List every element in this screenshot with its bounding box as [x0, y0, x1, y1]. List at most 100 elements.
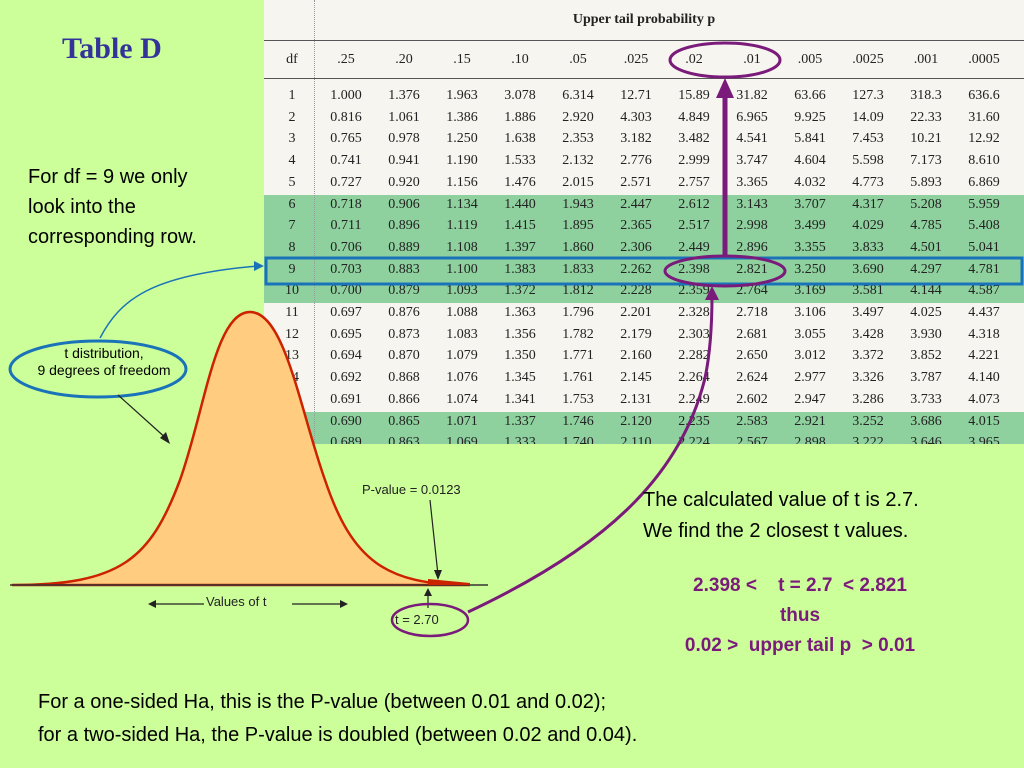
- table-cell: 4.785: [910, 218, 942, 234]
- df-divider: [314, 0, 315, 444]
- table-cell: 8.610: [968, 153, 1000, 169]
- df-cell: 11: [285, 305, 299, 320]
- table-cell: 0.697: [330, 305, 362, 320]
- top-rule: [264, 40, 1024, 41]
- table-cell: 4.781: [968, 261, 1000, 277]
- table-cell: 2.303: [678, 326, 710, 342]
- table-cell: 0.816: [330, 109, 362, 125]
- table-cell: 1.812: [562, 283, 594, 299]
- table-cell: 2.602: [736, 391, 768, 407]
- table-cell: 5.408: [968, 218, 1000, 234]
- t-dist-label: t distribution, 9 degrees of freedom: [14, 345, 194, 379]
- table-cell: 0.727: [330, 174, 362, 190]
- table-cell: 12.92: [968, 131, 1000, 147]
- table-cell: 127.3: [852, 88, 884, 103]
- table-cell: 2.160: [620, 348, 652, 364]
- table-cell: 2.132: [562, 153, 594, 169]
- table-cell: 0.692: [330, 370, 362, 386]
- table-cell: 3.833: [852, 239, 884, 255]
- table-cell: 0.703: [330, 261, 362, 277]
- table-cell: 2.449: [678, 239, 710, 255]
- column-header: .01: [743, 52, 761, 67]
- table-cell: 4.541: [736, 131, 768, 147]
- table-cell: 1.376: [388, 88, 420, 103]
- table-cell: 0.873: [388, 326, 420, 342]
- table-cell: 4.773: [852, 174, 884, 190]
- table-cell: 2.896: [736, 239, 768, 255]
- table-cell: 10.21: [910, 131, 942, 147]
- header-ellipse: [668, 41, 782, 79]
- p-value-arrowhead: [434, 570, 442, 580]
- t-dist-label-line-1: t distribution,: [64, 345, 144, 361]
- t-dist-label-line-2: 9 degrees of freedom: [37, 362, 171, 378]
- table-cell: 2.999: [678, 153, 710, 169]
- table-cell: 1.337: [504, 413, 536, 429]
- table-cell: 2.353: [562, 131, 594, 147]
- calc-text: The calculated value of t is 2.7. We fin…: [643, 485, 919, 547]
- table-cell: 9.925: [794, 109, 826, 125]
- table-cell: 4.032: [794, 174, 826, 190]
- left-arrowhead: [148, 600, 156, 608]
- table-cell: 3.355: [794, 239, 826, 255]
- table-cell: 0.865: [388, 413, 420, 429]
- note-arrowhead: [254, 261, 264, 271]
- table-cell: 0.718: [330, 196, 362, 212]
- table-cell: 0.694: [330, 348, 362, 364]
- table-cell: 4.317: [852, 196, 884, 212]
- table-cell: 31.60: [968, 109, 1000, 125]
- table-cell: 1.190: [446, 153, 478, 169]
- table-cell: 2.131: [620, 391, 652, 407]
- table-cell: 22.33: [910, 109, 942, 125]
- table-cell: 4.015: [968, 413, 1000, 429]
- table-cell: 4.140: [968, 370, 1000, 386]
- table-cell: 0.889: [388, 239, 420, 255]
- table-cell: 2.249: [678, 391, 710, 407]
- table-cell: 6.965: [736, 109, 768, 125]
- table-cell: 2.718: [736, 305, 768, 320]
- table-cell: 3.930: [910, 326, 942, 342]
- table-cell: 14.09: [852, 109, 884, 125]
- table-cell: 31.82: [736, 88, 768, 103]
- df-cell: 5: [288, 174, 296, 190]
- table-cell: 3.707: [794, 196, 826, 212]
- table-cell: 1.071: [446, 413, 478, 429]
- table-cell: 1.895: [562, 218, 594, 234]
- inequality-text: 2.398 < t = 2.7 < 2.821 thus 0.02 > uppe…: [620, 571, 980, 661]
- column-header: .25: [337, 52, 355, 67]
- green-band: [264, 411, 1024, 444]
- table-cell: 15.89: [678, 88, 710, 103]
- table-cell: 1.350: [504, 348, 536, 364]
- table-cell: 2.359: [678, 283, 710, 299]
- table-cell: 3.055: [794, 326, 826, 342]
- row-ellipse: [663, 254, 787, 288]
- table-cell: 1.088: [446, 305, 478, 320]
- table-cell: 1.383: [504, 261, 536, 277]
- table-cell: 3.250: [794, 261, 826, 277]
- table-cell: 1.356: [504, 326, 536, 342]
- table-cell: 0.920: [388, 174, 420, 190]
- table-cell: 1.860: [562, 239, 594, 255]
- table-cell: 4.501: [910, 239, 942, 255]
- table-cell: 2.145: [620, 370, 652, 386]
- table-cell: 5.598: [852, 153, 884, 169]
- table-cell: 4.587: [968, 283, 1000, 299]
- connector-arrow: [467, 294, 714, 614]
- table-cell: 3.286: [852, 391, 884, 407]
- table-cell: 3.012: [794, 348, 826, 364]
- table-cell: 5.208: [910, 196, 942, 212]
- t-value-ellipse: [390, 602, 470, 638]
- table-cell: 0.896: [388, 218, 420, 234]
- table-cell: 1.397: [504, 239, 536, 255]
- table-cell: 1.796: [562, 305, 594, 320]
- table-cell: 3.499: [794, 218, 826, 234]
- column-header: .10: [511, 52, 529, 67]
- conclusion-line-2: for a two-sided Ha, the P-value is doubl…: [38, 724, 638, 746]
- df-note: For df = 9 we only look into the corresp…: [28, 162, 268, 252]
- table-cell: 2.947: [794, 391, 826, 407]
- table-cell: 3.646: [910, 435, 942, 444]
- table-cell: 0.868: [388, 370, 420, 386]
- table-cell: 2.517: [678, 218, 710, 234]
- table-cell: 2.776: [620, 153, 652, 169]
- header-rule: [264, 78, 1024, 79]
- table-cell: 1.833: [562, 261, 594, 277]
